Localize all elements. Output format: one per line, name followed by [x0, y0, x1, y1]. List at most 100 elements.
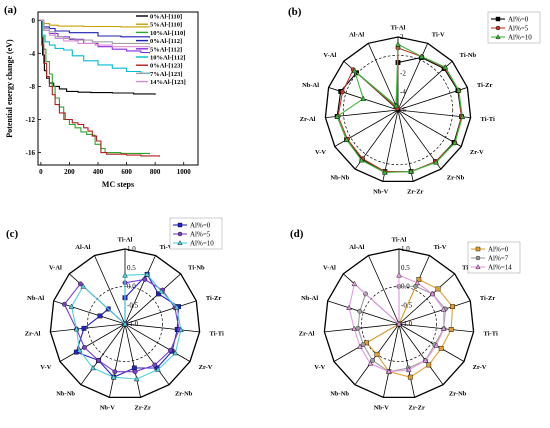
point-marker	[133, 375, 140, 382]
category-label: Ti-V	[434, 244, 447, 251]
point-marker	[355, 325, 361, 331]
panel-label: (c)	[6, 228, 19, 240]
point-marker	[441, 325, 447, 331]
category-label: Zr-V	[473, 364, 487, 371]
point-marker	[419, 53, 425, 59]
category-label: Ti-Ti	[210, 330, 224, 337]
point-marker	[112, 369, 118, 375]
x-tick-label: 400	[93, 168, 104, 176]
point-marker	[360, 95, 367, 101]
category-label: V-V	[314, 364, 325, 371]
x-tick-label: 800	[150, 168, 161, 176]
legend-entry: Al%=5	[508, 25, 529, 33]
category-label: Ti-Zr	[477, 82, 493, 89]
point-marker	[122, 272, 128, 278]
point-marker	[374, 351, 380, 357]
point-marker	[178, 326, 184, 333]
point-marker	[177, 240, 183, 246]
legend-entry: 5%Al-[112]	[150, 46, 182, 53]
series-line	[70, 273, 182, 380]
category-label: V-Al	[323, 265, 336, 272]
category-label: Nb-Nb	[330, 175, 349, 182]
category-label: Al-Al	[349, 32, 364, 39]
point-marker	[435, 286, 441, 292]
point-marker	[405, 366, 412, 373]
category-label: Nb-V	[373, 189, 388, 196]
series-line	[348, 274, 445, 373]
category-label: Ti-Nb	[460, 52, 477, 59]
series-line	[40, 19, 160, 157]
spoke	[124, 323, 170, 385]
category-label: Zr-Al	[25, 330, 41, 337]
y-tick-label: -12	[26, 116, 36, 124]
category-label: Ti-Nb	[188, 265, 205, 272]
point-marker	[386, 368, 392, 374]
radial-tick-label: 0.0	[127, 283, 136, 291]
series-line	[40, 19, 150, 38]
point-marker	[358, 157, 365, 163]
spoke	[124, 323, 200, 333]
point-marker	[396, 320, 402, 327]
point-marker	[90, 364, 96, 371]
legend-entry: Al%=7	[488, 255, 509, 263]
point-marker	[367, 360, 374, 366]
point-marker	[422, 357, 429, 363]
point-marker	[495, 25, 501, 31]
category-label: Zr-Nb	[447, 175, 465, 182]
spoke	[397, 109, 471, 119]
point-marker	[414, 279, 421, 286]
spoke	[94, 255, 126, 325]
point-marker	[168, 347, 173, 353]
point-marker	[351, 325, 357, 331]
spoke	[383, 323, 400, 398]
spoke	[367, 43, 399, 111]
category-label: Al-Al	[349, 244, 364, 251]
point-marker	[132, 369, 138, 375]
point-marker	[96, 358, 101, 363]
category-label: Zr-Nb	[175, 390, 193, 397]
spoke	[59, 323, 126, 362]
radial-tick-label: -1.0	[127, 320, 139, 328]
spoke	[397, 43, 429, 111]
point-marker	[177, 231, 183, 237]
point-marker	[433, 159, 439, 165]
category-label: Ti-Al	[392, 237, 407, 244]
radial-tick-label: -2	[400, 70, 406, 78]
point-marker	[429, 290, 436, 297]
y-tick-label: -4	[29, 50, 35, 58]
point-marker	[455, 87, 462, 93]
y-tick-label: -8	[29, 83, 35, 91]
category-label: V-Al	[323, 52, 336, 59]
radial-tick-label: -0.5	[127, 301, 139, 309]
x-tick-label: 1000	[177, 168, 192, 176]
category-label: Ti-Zr	[480, 295, 496, 302]
point-marker	[357, 343, 363, 349]
legend-entry: 0%Al-[123]	[150, 63, 183, 70]
panel-label: (d)	[290, 228, 304, 240]
legend: Al%=0Al%=5Al%=10	[487, 11, 541, 44]
point-marker	[155, 366, 161, 372]
category-label: Zr-V	[199, 364, 213, 371]
panel-label: (a)	[4, 4, 17, 16]
category-label: Nb-Nb	[56, 390, 75, 397]
point-marker	[172, 349, 179, 356]
category-label: Nb-V	[100, 405, 115, 412]
point-marker	[395, 41, 401, 47]
spoke	[327, 300, 400, 325]
category-label: Al-Al	[75, 244, 90, 251]
point-marker	[442, 64, 449, 70]
category-label: Ti-Ti	[481, 116, 495, 123]
legend-entry: 7%Al-[123]	[150, 71, 183, 78]
legend-entry: Al%=10	[190, 240, 214, 248]
legend-entry: Al%=10	[508, 34, 532, 42]
chart-b: (b) 2 -2 -4 -6 Ti-Al Ti-V Ti-Nb Ti-Zr Ti-Ti Zr-V Zr…	[288, 6, 541, 196]
point-marker	[158, 288, 164, 294]
spoke	[398, 300, 471, 325]
point-marker	[81, 325, 87, 331]
point-marker	[475, 246, 481, 252]
spoke	[397, 109, 442, 170]
legend-entry: 10%Al-[112]	[150, 55, 185, 62]
point-marker	[173, 304, 180, 310]
series-line	[40, 19, 150, 28]
x-tick-label: 0	[39, 168, 43, 176]
